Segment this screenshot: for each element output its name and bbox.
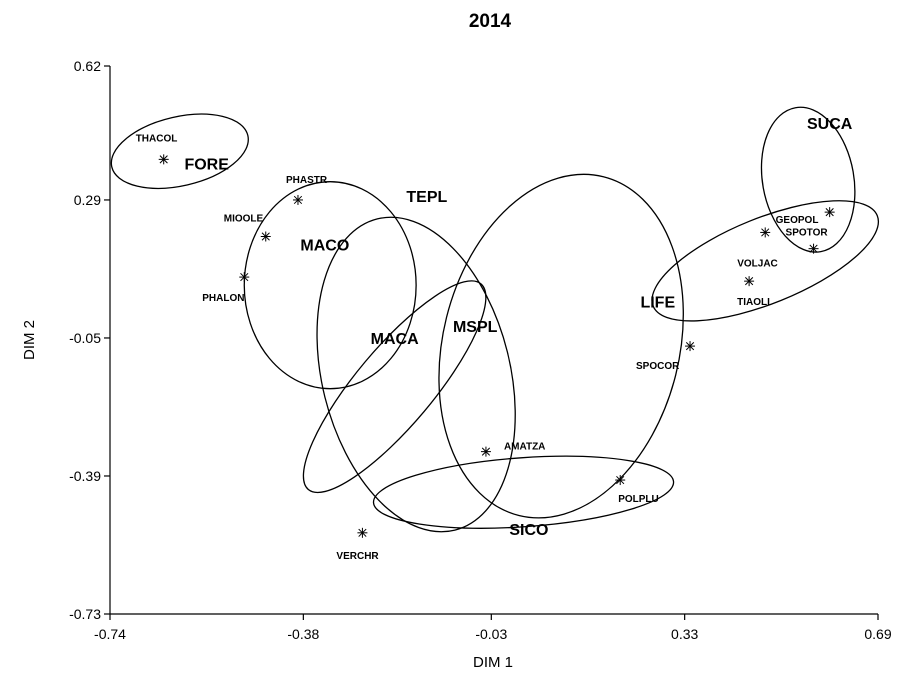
marker-stroke — [809, 244, 818, 253]
group-label-maca: MACA — [371, 331, 419, 348]
point-marker-mioole — [260, 231, 271, 242]
group-label-fore: FORE — [184, 156, 229, 173]
point-marker-verchr — [357, 527, 368, 538]
group-ellipse-mspl — [438, 173, 684, 519]
group-ellipse-fore — [110, 113, 249, 190]
point-marker-spocor — [685, 341, 696, 352]
y-axis-ticks: 0.62 0.29 -0.05 -0.39 -0.73 — [69, 58, 110, 622]
group-ellipse-sico — [372, 455, 675, 529]
group-ellipse-life — [651, 200, 880, 322]
x-tick-label: 0.69 — [864, 626, 891, 642]
group-labels: FORE MACO MACA TEPL MSPL SICO LIFE SUCA — [184, 116, 852, 539]
marker-stroke — [616, 475, 625, 485]
marker-stroke — [293, 195, 303, 205]
y-tick-label: 0.62 — [74, 58, 101, 74]
marker-stroke — [159, 155, 168, 164]
point-label-amatza: AMATZA — [504, 442, 545, 453]
marker-stroke — [685, 341, 695, 351]
group-ellipse-tepl — [316, 216, 516, 533]
group-ellipse-maco — [243, 181, 417, 390]
point-label-verchr: VERCHR — [336, 551, 379, 562]
marker-stroke — [358, 528, 367, 537]
point-marker-phastr — [292, 194, 303, 205]
point-label-phastr: PHASTR — [286, 175, 328, 186]
group-ellipse-suca — [760, 106, 856, 253]
point-marker-thacol — [158, 154, 169, 165]
group-label-sico: SICO — [509, 522, 548, 539]
group-label-life: LIFE — [640, 294, 675, 311]
marker-stroke — [825, 208, 834, 217]
y-tick-label: -0.73 — [69, 606, 101, 622]
point-label-spocor: SPOCOR — [636, 361, 680, 372]
point-marker-spotor — [808, 243, 819, 254]
point-marker-amatza — [480, 446, 491, 457]
y-tick-label: -0.39 — [69, 468, 101, 484]
group-label-maco: MACO — [300, 238, 349, 255]
x-axis-label: DIM 1 — [473, 654, 513, 671]
group-label-tepl: TEPL — [406, 189, 447, 206]
y-axis-label: DIM 2 — [21, 320, 38, 360]
point-label-tiaoli: TIAOLI — [737, 297, 770, 308]
point-label-mioole: MIOOLE — [224, 213, 264, 224]
x-tick-label: -0.03 — [475, 626, 507, 642]
marker-stroke — [481, 447, 491, 456]
x-tick-label: 0.33 — [671, 626, 698, 642]
marker-stroke — [261, 232, 270, 241]
point-marker-polplu — [615, 475, 626, 486]
marker-stroke — [745, 277, 754, 286]
chart-title: 2014 — [469, 11, 512, 32]
group-ellipse-maca — [302, 280, 487, 494]
point-marker-voljac — [760, 227, 771, 238]
x-tick-label: -0.74 — [94, 626, 126, 642]
point-label-geopol: GEOPOL — [776, 215, 819, 226]
point-label-spotor: SPOTOR — [786, 228, 829, 239]
point-label-voljac: VOLJAC — [737, 258, 778, 269]
point-label-thacol: THACOL — [136, 133, 178, 144]
y-tick-label: 0.29 — [74, 192, 101, 208]
marker-stroke — [240, 272, 249, 282]
x-tick-label: -0.38 — [287, 626, 319, 642]
group-label-suca: SUCA — [807, 116, 853, 133]
point-marker-tiaoli — [744, 276, 755, 287]
point-label-polplu: POLPLU — [618, 494, 659, 505]
point-marker-phalon — [239, 272, 250, 283]
marker-stroke — [761, 228, 770, 237]
species-points — [158, 154, 835, 538]
point-marker-geopol — [824, 207, 835, 218]
point-label-phalon: PHALON — [202, 293, 244, 304]
x-axis-ticks: -0.74 -0.38 -0.03 0.33 0.69 — [94, 614, 892, 642]
species-labels: THACOL PHASTR MIOOLE PHALON AMATZA POLPLU VERC… — [136, 133, 829, 561]
y-tick-label: -0.05 — [69, 330, 101, 346]
group-ellipses — [110, 106, 880, 533]
group-label-mspl: MSPL — [453, 319, 498, 336]
